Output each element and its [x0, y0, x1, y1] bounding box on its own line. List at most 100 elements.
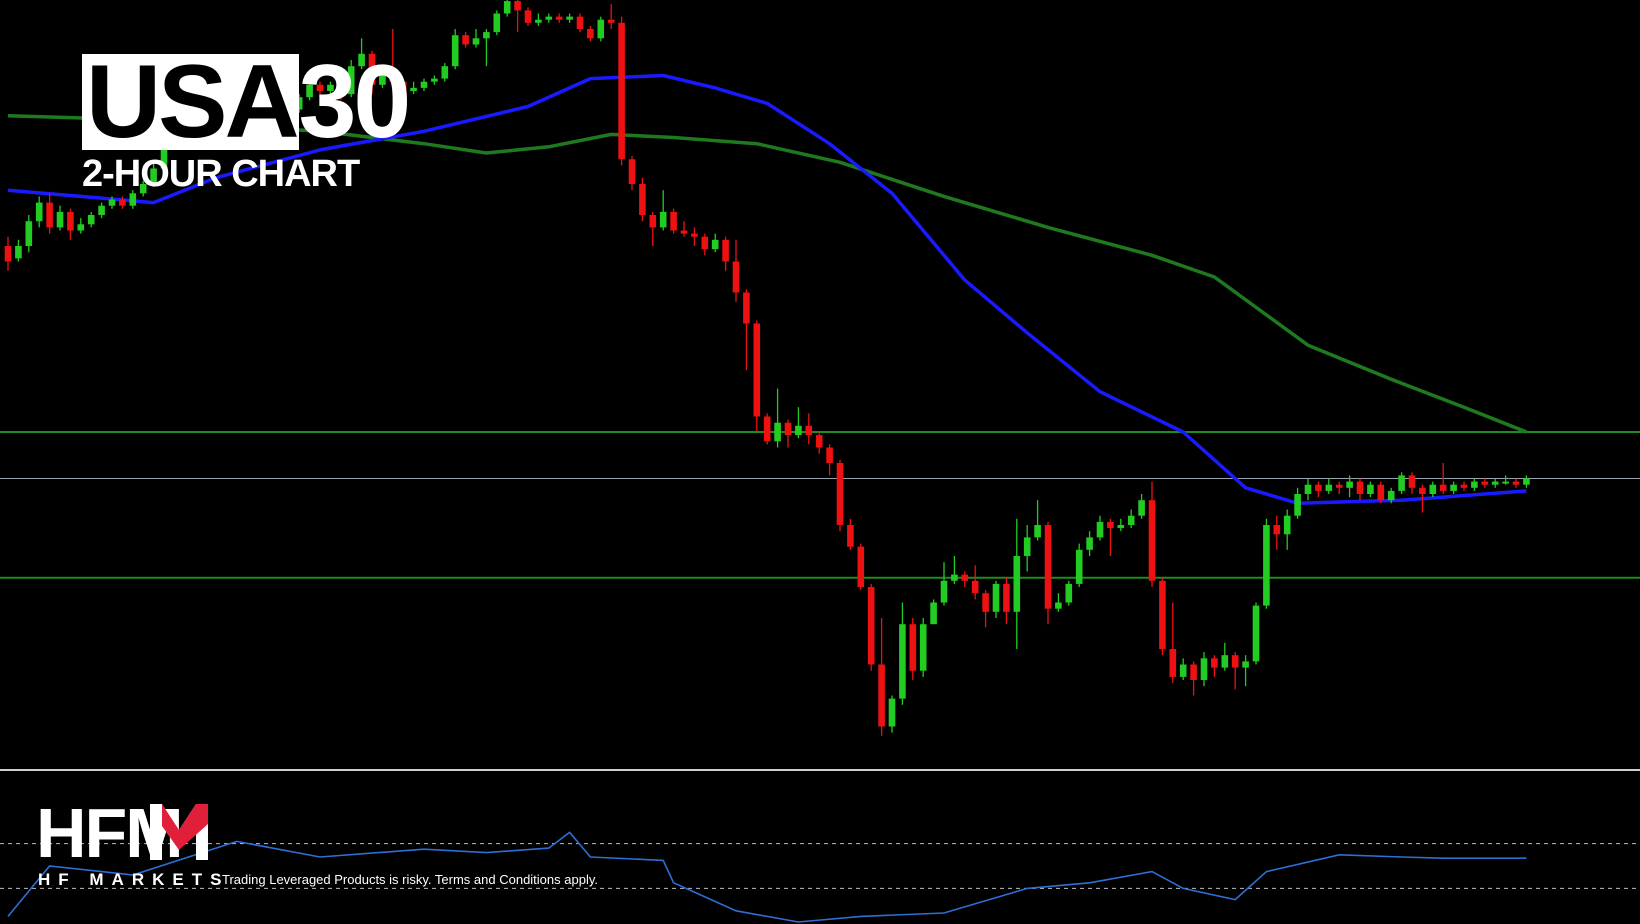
- candle-body: [1221, 655, 1229, 668]
- candle: [1200, 652, 1208, 687]
- candle-body: [628, 159, 636, 184]
- candle-body: [77, 224, 85, 231]
- risk-disclaimer: Trading Leveraged Products is risky. Ter…: [222, 872, 598, 887]
- candle-body: [1096, 521, 1104, 538]
- candle: [1502, 475, 1509, 485]
- candle: [462, 32, 469, 48]
- hfm-logo-subtitle: HF MARKETS: [38, 870, 230, 889]
- candle-body: [607, 19, 615, 23]
- candle-body: [1450, 484, 1457, 491]
- candle-body: [982, 593, 989, 612]
- candle-body: [774, 422, 781, 442]
- candle: [535, 13, 542, 26]
- candle-body: [1398, 475, 1405, 491]
- title-symbol-part-b: 30: [298, 44, 412, 160]
- candle-body: [1055, 602, 1062, 609]
- candle-body: [295, 97, 303, 110]
- candle: [15, 239, 22, 262]
- candle-body: [1086, 537, 1093, 550]
- candle: [316, 81, 324, 98]
- candle: [982, 590, 989, 628]
- candle-body: [493, 13, 501, 33]
- candle-body: [4, 246, 12, 262]
- candle: [1034, 500, 1041, 541]
- candle: [524, 7, 532, 26]
- candle: [701, 233, 709, 256]
- candle-body: [1294, 494, 1301, 516]
- candle-body: [1408, 475, 1416, 488]
- candle-body: [1200, 658, 1208, 680]
- candle: [587, 25, 594, 42]
- candle: [25, 215, 33, 253]
- candle-body: [763, 416, 771, 442]
- candle-body: [1377, 484, 1385, 501]
- candle: [805, 413, 813, 445]
- candle-body: [1481, 481, 1489, 485]
- candle-body: [1460, 484, 1468, 488]
- candle-body: [1117, 525, 1125, 529]
- candle: [358, 38, 365, 70]
- candle: [1190, 661, 1197, 696]
- candle: [98, 202, 105, 219]
- candle-body: [971, 580, 979, 594]
- candle: [1107, 518, 1114, 556]
- candle-body: [1159, 580, 1166, 649]
- fast-moving-average-line: [7, 73, 1527, 506]
- candle: [1523, 475, 1530, 488]
- candle: [399, 78, 407, 98]
- candle: [35, 196, 43, 228]
- candle-body: [451, 35, 459, 67]
- candle-body: [139, 184, 147, 194]
- candle: [46, 193, 53, 234]
- candle-body: [389, 69, 397, 82]
- candle-body: [1242, 661, 1249, 668]
- candle-body: [441, 66, 449, 79]
- candle-body: [1439, 484, 1447, 491]
- candle-body: [1356, 481, 1364, 494]
- candle: [711, 233, 719, 253]
- candle: [67, 208, 74, 240]
- candle: [493, 10, 501, 36]
- candle-body: [379, 69, 386, 85]
- candle-body: [784, 422, 792, 436]
- candle: [1460, 481, 1468, 491]
- candle: [836, 459, 844, 532]
- candle: [732, 239, 740, 302]
- candle: [410, 81, 417, 95]
- candle-body: [108, 199, 116, 206]
- candle: [108, 196, 116, 209]
- horizontal-level-lines: [0, 431, 1640, 579]
- candle-body: [805, 425, 813, 436]
- candle-body: [1367, 484, 1374, 494]
- candle-body: [847, 525, 854, 547]
- candle: [347, 60, 355, 98]
- candle-body: [462, 35, 469, 45]
- candle-body: [35, 202, 43, 222]
- candle: [649, 211, 657, 246]
- candle-body: [399, 81, 407, 91]
- candle: [420, 78, 428, 91]
- candle-body: [1263, 525, 1270, 606]
- candle: [597, 16, 605, 42]
- candle-body: [306, 84, 313, 98]
- candle-body: [1502, 481, 1509, 484]
- candle: [1346, 475, 1353, 498]
- candle-body: [1335, 484, 1343, 488]
- candle: [514, 0, 521, 33]
- candle: [1221, 642, 1229, 671]
- candle-body: [836, 463, 844, 525]
- candle: [940, 562, 948, 606]
- candle-body: [1512, 481, 1520, 485]
- candle-body: [1211, 658, 1218, 668]
- candle: [1065, 580, 1073, 606]
- candle-body: [1034, 525, 1041, 538]
- candle: [1211, 655, 1218, 677]
- candle-body: [1252, 605, 1260, 662]
- candle: [87, 211, 95, 228]
- candle: [919, 618, 927, 677]
- candle-body: [940, 580, 948, 603]
- candle: [1439, 463, 1447, 494]
- candle: [670, 208, 677, 234]
- candle-body: [1127, 515, 1135, 525]
